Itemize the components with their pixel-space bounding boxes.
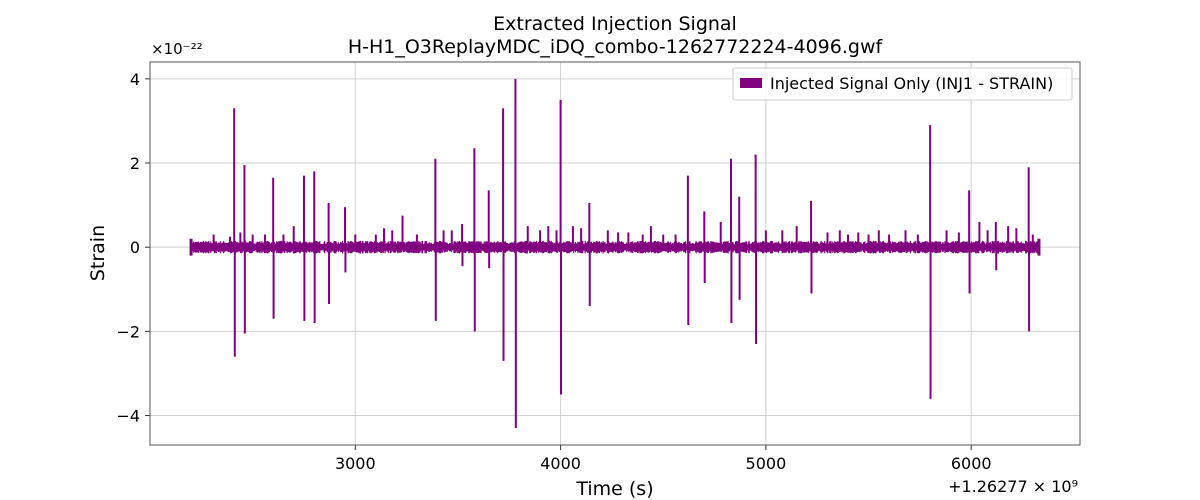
chart-title: Extracted Injection Signal [493, 13, 737, 35]
chart-subtitle: H-H1_O3ReplayMDC_iDQ_combo-1262772224-40… [348, 36, 884, 58]
y-tick-label: −2 [116, 322, 140, 341]
x-tick-label: 6000 [951, 454, 992, 473]
y-axis-label: Strain [87, 225, 109, 281]
x-tick-label: 3000 [335, 454, 376, 473]
legend-label: Injected Signal Only (INJ1 - STRAIN) [770, 74, 1053, 93]
legend-box [732, 67, 1073, 101]
axes-frame [149, 61, 1081, 446]
y-tick-label: 0 [130, 238, 140, 257]
y-tick-label: 2 [130, 154, 140, 173]
x-axis-offset: +1.26277 × 10⁹ [948, 477, 1078, 496]
y-axis-exponent: ×10⁻²² [151, 40, 203, 58]
signal-core [191, 244, 1039, 250]
legend-swatch [740, 78, 762, 88]
legend: Injected Signal Only (INJ1 - STRAIN) [732, 67, 1073, 101]
x-axis-label: Time (s) [575, 478, 653, 500]
plot-area: 3000 4000 5000 6000 −4 −2 0 2 4 [116, 62, 1080, 473]
y-tick-label: −4 [116, 407, 140, 426]
x-tick-label: 4000 [540, 454, 581, 473]
y-tick-label: 4 [130, 70, 140, 89]
x-tick-label: 5000 [746, 454, 787, 473]
